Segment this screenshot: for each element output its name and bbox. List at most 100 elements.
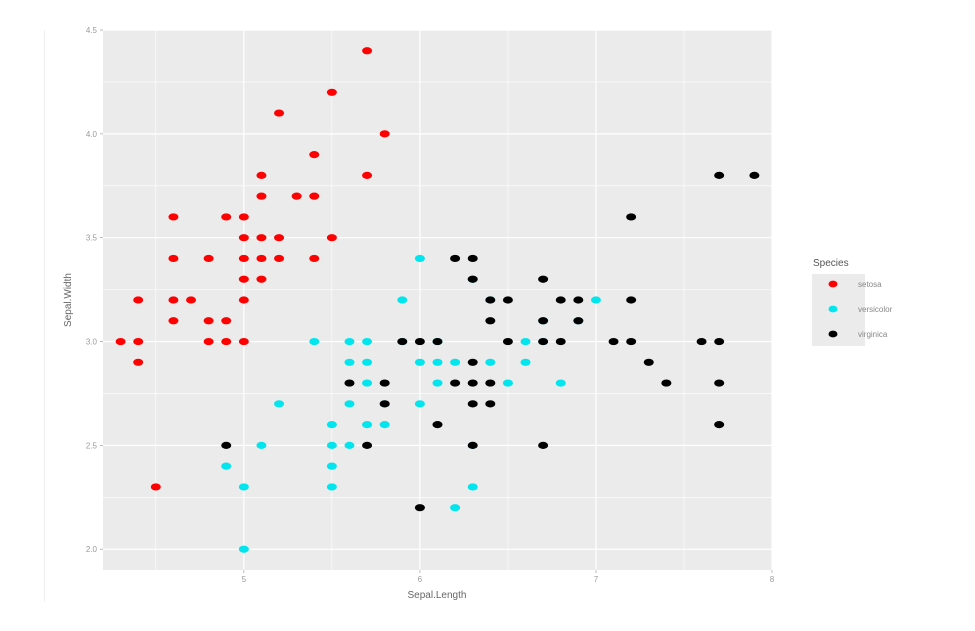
- legend-label-versicolor: versicolor: [858, 305, 893, 314]
- data-point-versicolor: [344, 358, 355, 366]
- data-point-virginica: [714, 379, 725, 387]
- data-point-virginica: [538, 275, 549, 283]
- legend-swatch-virginica: [828, 330, 838, 338]
- data-point-virginica: [467, 379, 478, 387]
- data-point-virginica: [485, 400, 496, 408]
- data-point-virginica: [432, 421, 443, 429]
- data-point-setosa: [186, 296, 197, 304]
- grid-minor: [103, 30, 772, 570]
- data-point-virginica: [379, 400, 390, 408]
- data-point-versicolor: [590, 296, 601, 304]
- data-point-virginica: [379, 379, 390, 387]
- data-point-setosa: [256, 254, 267, 263]
- data-point-versicolor: [379, 421, 390, 429]
- data-point-versicolor: [362, 358, 373, 366]
- x-tick-label: 6: [418, 575, 423, 584]
- x-axis-ticks: 5 6 7 8: [242, 570, 775, 584]
- data-point-virginica: [643, 358, 654, 366]
- data-point-setosa: [221, 317, 232, 325]
- data-point-virginica: [221, 441, 232, 449]
- data-point-virginica: [626, 213, 637, 221]
- data-point-setosa: [362, 171, 373, 179]
- data-point-setosa: [203, 337, 214, 346]
- data-point-versicolor: [414, 400, 425, 408]
- data-point-virginica: [696, 337, 707, 346]
- data-point-setosa: [238, 337, 249, 346]
- data-point-virginica: [414, 337, 425, 346]
- data-point-versicolor: [414, 254, 425, 263]
- data-point-setosa: [274, 109, 285, 117]
- data-point-setosa: [168, 317, 179, 325]
- data-point-virginica: [485, 296, 496, 304]
- y-tick-label: 4.0: [86, 130, 98, 139]
- data-point-versicolor: [344, 337, 355, 346]
- data-point-virginica: [608, 337, 619, 346]
- data-point-setosa: [115, 337, 126, 346]
- data-point-virginica: [555, 296, 566, 304]
- data-point-versicolor: [467, 483, 478, 491]
- data-point-versicolor: [450, 504, 461, 512]
- data-point-virginica: [573, 296, 584, 304]
- data-point-virginica: [344, 379, 355, 387]
- y-tick-label: 3.5: [86, 234, 98, 243]
- data-point-virginica: [467, 400, 478, 408]
- data-point-versicolor: [326, 462, 337, 470]
- data-point-versicolor: [414, 358, 425, 366]
- data-point-virginica: [432, 337, 443, 346]
- data-point-setosa: [238, 275, 249, 283]
- data-point-setosa: [150, 483, 161, 491]
- data-point-setosa: [133, 296, 144, 304]
- legend-swatch-versicolor: [828, 305, 838, 313]
- y-tick-label: 4.5: [86, 26, 98, 35]
- data-point-setosa: [221, 337, 232, 346]
- data-point-setosa: [168, 296, 179, 304]
- data-point-versicolor: [362, 421, 373, 429]
- data-point-virginica: [502, 337, 513, 346]
- data-point-versicolor: [344, 400, 355, 408]
- data-point-setosa: [256, 192, 267, 200]
- data-point-setosa: [309, 192, 320, 200]
- data-point-virginica: [538, 317, 549, 325]
- data-point-virginica: [467, 275, 478, 283]
- data-point-versicolor: [326, 441, 337, 449]
- data-point-versicolor: [326, 421, 337, 429]
- legend-label-virginica: virginica: [858, 330, 888, 339]
- data-point-versicolor: [362, 337, 373, 346]
- data-point-versicolor: [520, 358, 531, 366]
- legend-key-box: [812, 274, 865, 346]
- data-point-setosa: [326, 234, 337, 242]
- plot-panel: [103, 30, 772, 570]
- data-point-virginica: [661, 379, 672, 387]
- y-tick-label: 3.0: [86, 338, 98, 347]
- data-point-versicolor: [397, 296, 408, 304]
- data-point-versicolor: [326, 483, 337, 491]
- data-point-versicolor: [256, 441, 267, 449]
- data-point-setosa: [274, 254, 285, 263]
- data-point-versicolor: [485, 358, 496, 366]
- data-point-setosa: [238, 234, 249, 242]
- data-point-virginica: [502, 296, 513, 304]
- data-point-virginica: [538, 441, 549, 449]
- x-tick-label: 5: [242, 575, 247, 584]
- page-divider: [44, 30, 45, 602]
- data-point-versicolor: [555, 379, 566, 387]
- data-point-virginica: [467, 254, 478, 263]
- data-point-versicolor: [432, 358, 443, 366]
- data-point-virginica: [414, 504, 425, 512]
- y-axis-title: Sepal.Width: [63, 273, 74, 327]
- data-point-virginica: [626, 337, 637, 346]
- data-point-setosa: [256, 171, 267, 179]
- data-point-versicolor: [238, 483, 249, 491]
- data-point-setosa: [238, 213, 249, 221]
- data-point-versicolor: [450, 358, 461, 366]
- data-point-virginica: [362, 441, 373, 449]
- data-point-setosa: [168, 213, 179, 221]
- data-point-virginica: [714, 421, 725, 429]
- legend-swatch-setosa: [828, 280, 838, 288]
- legend-label-setosa: setosa: [858, 280, 882, 289]
- data-point-versicolor: [344, 441, 355, 449]
- data-point-virginica: [467, 358, 478, 366]
- data-point-setosa: [274, 234, 285, 242]
- data-point-setosa: [203, 317, 214, 325]
- y-axis-ticks: 2.0 2.5 3.0 3.5 4.0 4.5: [86, 26, 103, 554]
